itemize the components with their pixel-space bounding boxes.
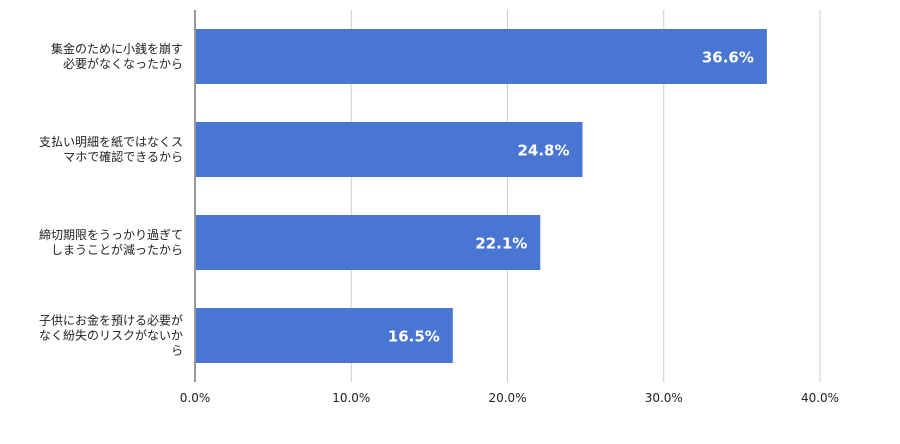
category-label: 支払い明細を紙ではなくスマホで確認できるから (39, 134, 183, 164)
category-label: 子供にお金を預ける必要がなく紛失のリスクがないから (39, 313, 183, 358)
bar-value-label: 24.8% (517, 142, 569, 160)
category-label: 集金のために小銭を崩す必要がなくなったから (51, 41, 183, 71)
x-tick-label: 10.0% (332, 391, 370, 405)
x-tick-label: 30.0% (645, 391, 683, 405)
bar-value-label: 16.5% (388, 328, 440, 346)
bars: 36.6% 24.8% 22.1% 16.5% (196, 29, 767, 363)
x-tick-labels: 0.0% 10.0% 20.0% 30.0% 40.0% (180, 391, 839, 405)
bar-value-label: 22.1% (475, 235, 527, 253)
bar (196, 122, 583, 177)
category-label: 締切期限をうっかり過ぎてしまうことが減ったから (39, 227, 183, 257)
x-tick-label: 0.0% (180, 391, 211, 405)
category-labels: 集金のために小銭を崩す必要がなくなったから支払い明細を紙ではなくスマホで確認でき… (39, 41, 183, 358)
x-tick-label: 40.0% (801, 391, 839, 405)
bar (196, 308, 453, 363)
bar (196, 215, 541, 270)
bar (196, 29, 767, 84)
x-tick-label: 20.0% (488, 391, 526, 405)
bar-value-label: 36.6% (702, 49, 754, 67)
